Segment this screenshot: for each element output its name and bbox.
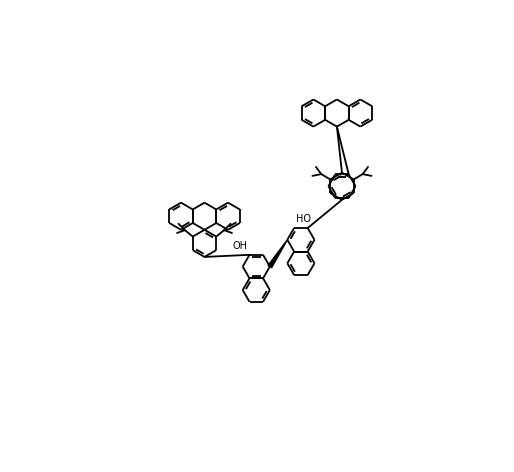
Polygon shape: [268, 240, 287, 268]
Text: HO: HO: [296, 214, 311, 224]
Text: OH: OH: [233, 241, 248, 251]
